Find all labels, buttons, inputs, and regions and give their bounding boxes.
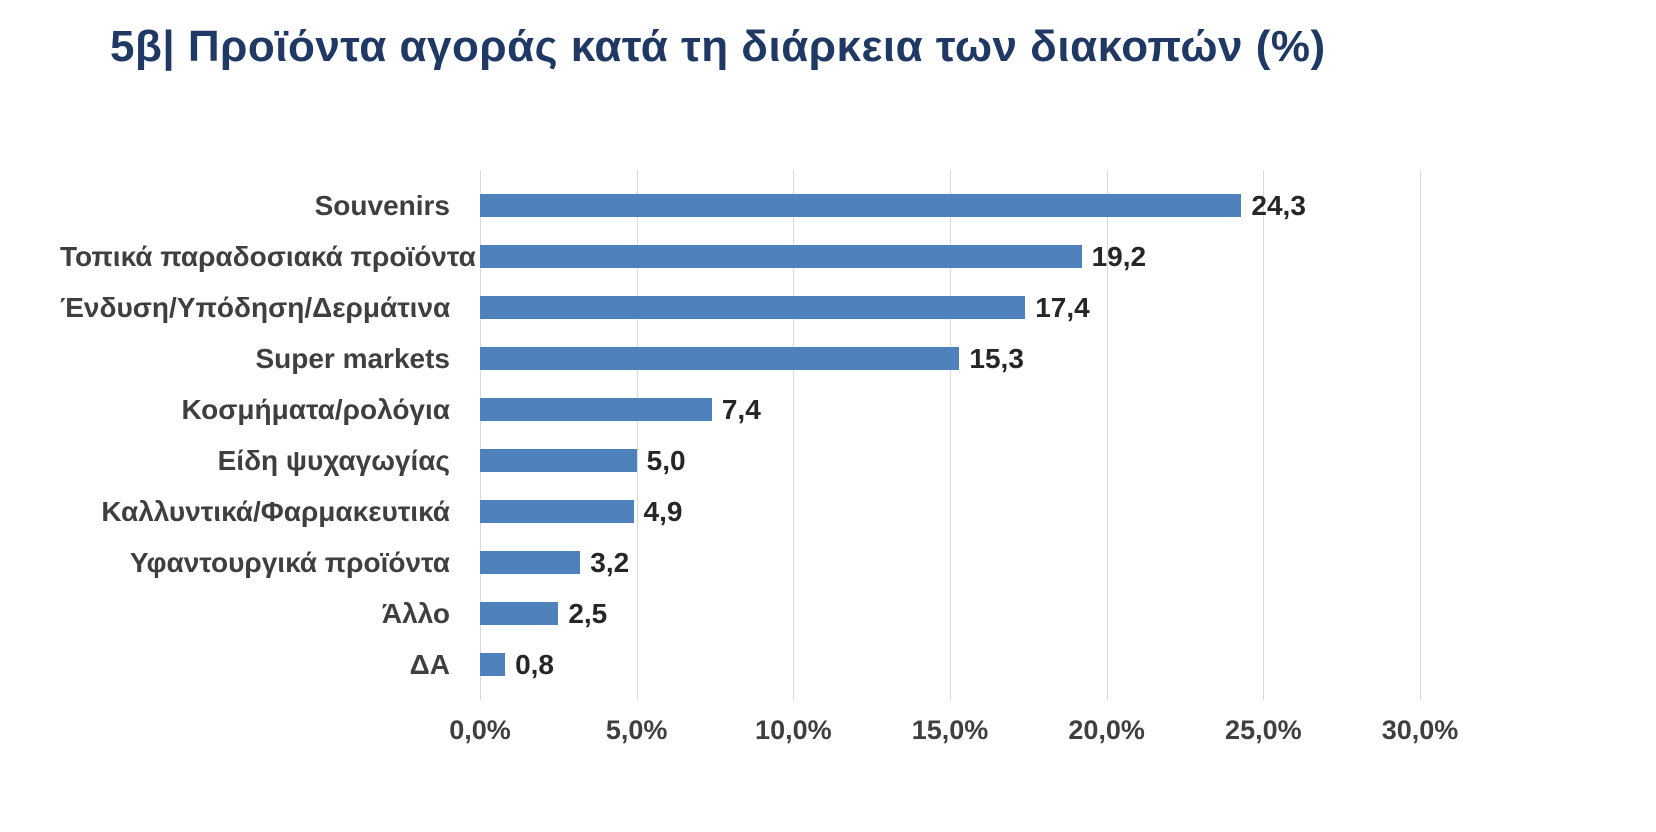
x-tick-label: 5,0%	[605, 715, 668, 745]
bar-row: Υφαντουργικά προϊόντα 3,2	[60, 537, 1540, 588]
category-label: Τοπικά παραδοσιακά προϊόντα	[60, 240, 476, 272]
bar-track: 7,4	[480, 384, 1420, 435]
bar-row: Καλλυντικά/Φαρμακευτικά 4,9	[60, 486, 1540, 537]
bar-row: Ένδυση/Υπόδηση/Δερμάτινα 17,4	[60, 282, 1540, 333]
bar-rows: Souvenirs 24,3 Τοπικά παραδοσιακά προϊόντα…	[60, 180, 1540, 690]
value-label: 24,3	[1251, 189, 1306, 221]
bar-row: Super markets 15,3	[60, 333, 1540, 384]
x-axis: 0,0% 5,0% 10,0% 15,0% 20,0% 25,0% 30,0%	[449, 715, 1458, 755]
plot-area: Souvenirs 24,3 Τοπικά παραδοσιακά προϊόντα…	[60, 170, 1540, 770]
category-label: ΔΑ	[409, 648, 450, 680]
gridline	[1263, 170, 1265, 700]
bar	[480, 194, 1242, 217]
value-label: 7,4	[721, 393, 761, 425]
value-label: 3,2	[590, 546, 630, 578]
bar-row: Άλλο 2,5	[60, 588, 1540, 639]
value-label: 19,2	[1091, 240, 1147, 272]
bar-row: ΔΑ 0,8	[60, 639, 1540, 690]
bar-row: Είδη ψυχαγωγίας 5,0	[60, 435, 1540, 486]
category-label: Super markets	[255, 342, 450, 374]
bar-track: 4,9	[480, 486, 1420, 537]
category-label: Είδη ψυχαγωγίας	[217, 444, 450, 476]
category-label: Υφαντουργικά προϊόντα	[129, 546, 450, 578]
bar-track: 24,3	[480, 180, 1420, 231]
gridline	[1106, 170, 1108, 700]
x-tick-label: 10,0%	[755, 715, 832, 745]
value-label: 5,0	[646, 444, 686, 476]
bar-track: 19,2	[480, 231, 1420, 282]
value-label: 4,9	[643, 495, 683, 527]
bar	[480, 449, 637, 472]
value-label: 17,4	[1035, 291, 1090, 323]
value-label: 0,8	[515, 648, 554, 680]
x-tick-label: 20,0%	[1068, 715, 1145, 745]
bar-track: 2,5	[480, 588, 1420, 639]
bar-row: Souvenirs 24,3	[60, 180, 1540, 231]
bar-row: Κοσμήματα/ρολόγια 7,4	[60, 384, 1540, 435]
category-label: Ένδυση/Υπόδηση/Δερμάτινα	[60, 291, 451, 323]
x-tick-label: 25,0%	[1225, 715, 1302, 745]
bar	[480, 602, 559, 625]
x-tick-label: 0,0%	[449, 715, 511, 745]
bar-track: 17,4	[480, 282, 1420, 333]
category-label: Souvenirs	[314, 189, 450, 221]
gridline	[793, 170, 795, 700]
value-label: 2,5	[568, 597, 608, 629]
category-label: Κοσμήματα/ρολόγια	[181, 393, 450, 425]
bar	[480, 500, 634, 523]
gridline	[636, 170, 638, 700]
bar	[480, 398, 712, 421]
gridline	[950, 170, 951, 700]
category-label: Άλλο	[381, 597, 450, 629]
bar-track: 3,2	[480, 537, 1420, 588]
chart-title: 5β| Προϊόντα αγοράς κατά τη διάρκεια των…	[110, 22, 1326, 71]
bar	[480, 347, 960, 370]
bar	[480, 245, 1082, 268]
bar	[480, 296, 1026, 319]
category-label: Καλλυντικά/Φαρμακευτικά	[101, 495, 450, 527]
bar-chart: Souvenirs 24,3 Τοπικά παραδοσιακά προϊόντα…	[60, 170, 1540, 770]
gridlines	[480, 170, 1421, 700]
x-tick-label: 30,0%	[1381, 715, 1459, 745]
bar-track: 15,3	[480, 333, 1420, 384]
bar	[480, 653, 506, 676]
bar-track: 0,8	[480, 639, 1420, 690]
gridline	[480, 170, 481, 700]
value-label: 15,3	[969, 342, 1024, 374]
gridline	[1420, 170, 1421, 700]
bar-track: 5,0	[480, 435, 1420, 486]
bar-row: Τοπικά παραδοσιακά προϊόντα 19,2	[60, 231, 1540, 282]
bar	[480, 551, 581, 574]
x-tick-label: 15,0%	[911, 715, 989, 745]
